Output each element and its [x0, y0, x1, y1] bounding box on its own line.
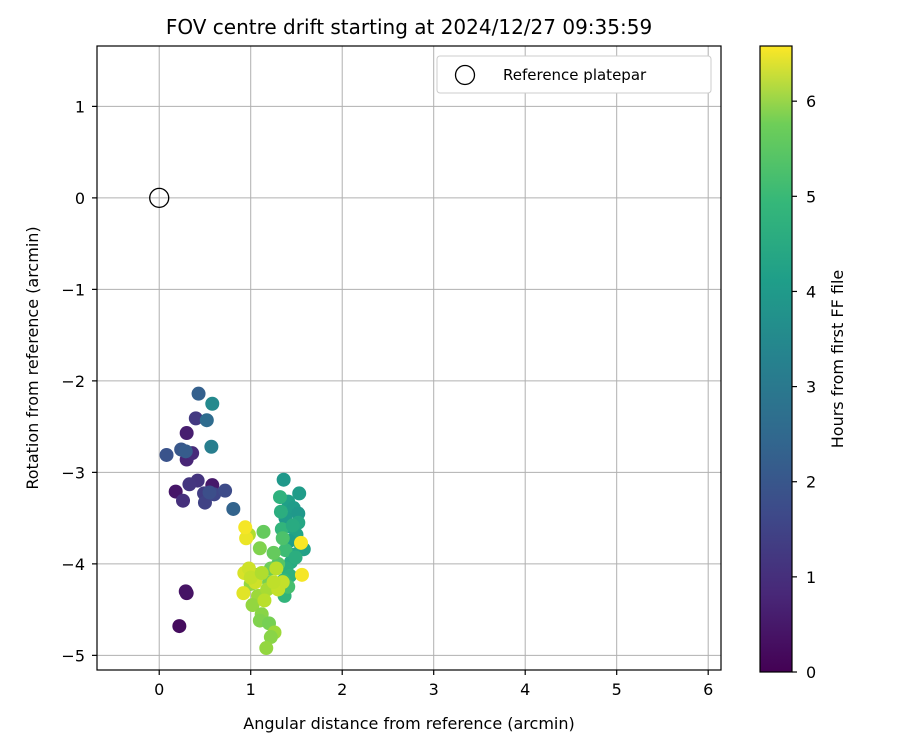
data-point: [252, 541, 267, 556]
data-point: [202, 485, 217, 500]
x-tick-label: 1: [246, 680, 256, 699]
data-point: [204, 439, 219, 454]
data-point: [199, 413, 214, 428]
y-tick-label: −1: [61, 280, 85, 299]
data-point: [188, 411, 203, 426]
data-point: [243, 570, 258, 585]
data-point: [218, 483, 233, 498]
data-point: [266, 545, 281, 560]
data-point: [269, 561, 284, 576]
data-point: [178, 584, 193, 599]
data-point: [191, 386, 206, 401]
data-point: [254, 566, 269, 581]
data-point: [178, 444, 193, 459]
x-tick-label: 4: [520, 680, 530, 699]
data-point: [176, 493, 191, 508]
x-tick-label: 6: [703, 680, 713, 699]
data-point: [275, 531, 290, 546]
colorbar-ticks: 0 1 2 3 4 5 6: [792, 92, 816, 682]
data-point: [278, 543, 293, 558]
legend-marker-open-circle: [454, 64, 476, 86]
data-point: [263, 630, 278, 645]
x-tick-label: 5: [612, 680, 622, 699]
colorbar: 0 1 2 3 4 5 6 Hours from first FF file: [759, 45, 847, 682]
data-point: [266, 575, 281, 590]
x-axis-label: Angular distance from reference (arcmin): [243, 714, 574, 733]
colorbar-label: Hours from first FF file: [828, 270, 847, 449]
x-tick-label: 0: [154, 680, 164, 699]
scatter-points: [159, 386, 311, 656]
colorbar-tick-label: 2: [806, 473, 816, 492]
colorbar-tick-label: 5: [806, 187, 816, 206]
data-point: [276, 472, 291, 487]
data-point: [205, 396, 220, 411]
colorbar-tick-label: 1: [806, 568, 816, 587]
colorbar-tick-label: 6: [806, 92, 816, 111]
data-point: [285, 518, 300, 533]
legend-label: Reference platepar: [503, 66, 647, 84]
data-point: [288, 550, 303, 565]
legend-box: [436, 55, 712, 94]
plot-frame: [96, 45, 722, 671]
y-tick-label: −2: [61, 372, 85, 391]
data-point: [273, 504, 288, 519]
legend: Reference platepar: [436, 55, 712, 94]
data-point: [292, 486, 307, 501]
data-point: [159, 447, 174, 462]
data-point: [226, 501, 241, 516]
data-point: [179, 426, 194, 441]
y-tick-label: 1: [75, 97, 85, 116]
y-tick-label: −5: [61, 646, 85, 665]
y-tick-label: −3: [61, 463, 85, 482]
data-point: [245, 598, 260, 613]
data-point: [256, 524, 271, 539]
x-tick-label: 2: [337, 680, 347, 699]
data-point: [257, 593, 272, 608]
data-point: [294, 567, 309, 582]
data-point: [236, 586, 251, 601]
data-point: [272, 490, 287, 505]
grid-lines: [97, 46, 721, 670]
data-point: [259, 641, 274, 656]
data-point: [238, 520, 253, 535]
y-axis-label: Rotation from reference (arcmin): [23, 226, 42, 489]
data-point: [172, 619, 187, 634]
data-point: [239, 531, 254, 546]
colorbar-gradient: [759, 45, 793, 673]
colorbar-tick-label: 4: [806, 282, 816, 301]
x-tick-label: 3: [429, 680, 439, 699]
colorbar-tick-label: 3: [806, 378, 816, 397]
colorbar-tick-label: 0: [806, 663, 816, 682]
data-point: [294, 535, 309, 550]
data-point: [182, 477, 197, 492]
y-tick-label: 0: [75, 189, 85, 208]
y-axis-ticks: 1 0 −1 −2 −3 −4 −5: [61, 97, 97, 665]
x-axis-ticks: 0 1 2 3 4 5 6: [154, 670, 713, 699]
y-tick-label: −4: [61, 555, 85, 574]
reference-point-marker: [149, 187, 170, 209]
chart-title: FOV centre drift starting at 2024/12/27 …: [166, 15, 652, 39]
